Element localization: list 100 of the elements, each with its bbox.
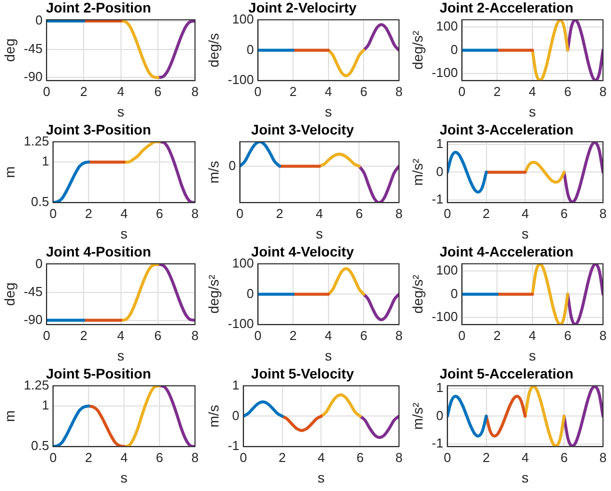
y-axis-title: deg [1,38,18,62]
chart-title: Joint 5-Velocity [251,365,354,382]
y-tick-label: -45 [24,284,43,299]
x-tick-label: 2 [482,450,490,465]
line-series [562,386,603,447]
x-tick-label: 8 [599,206,607,221]
x-tick-label: 2 [84,206,92,221]
y-tick-label: 0 [246,42,254,57]
y-tick-label: -1 [432,191,444,206]
y-tick-label: -90 [24,312,43,327]
x-tick-label: 6 [356,206,363,221]
line-series [122,386,162,447]
x-tick-label: 2 [493,328,501,343]
x-tick-label: 6 [564,328,572,343]
y-axis-title: m [1,410,18,422]
x-tick-label: 8 [191,84,199,99]
x-tick-label: 8 [395,328,403,343]
x-tick-label: 8 [395,206,403,221]
x-tick-label: 4 [522,206,529,221]
y-axis-title: m/s² [409,158,426,186]
line-series [566,264,603,325]
x-tick-label: 4 [522,450,529,465]
line-series [53,160,90,203]
line-series [562,142,603,203]
line-series [447,150,488,194]
x-tick-label: 2 [493,84,501,99]
y-tick-label: 0 [450,42,458,57]
x-tick-label: 4 [120,450,128,465]
x-tick-label: 2 [80,84,88,99]
x-tick-label: 4 [117,328,124,343]
y-tick-label: 1 [436,136,444,152]
line-series [484,394,527,438]
y-tick-label: 0.5 [31,194,50,210]
y-tick-label: -100 [228,72,254,88]
line-series [158,386,195,447]
y-axis-title: deg/s² [409,30,426,70]
chart-title: Joint 4-Position [46,243,151,260]
chart-title: Joint 2-Acceleration [440,0,574,16]
y-axis-title: deg/s [205,33,222,68]
x-tick-label: 2 [289,328,297,343]
y-tick-label: 100 [436,18,458,34]
y-axis-title: deg/s² [409,274,426,314]
line-series [156,20,195,79]
x-tick-label: 2 [80,328,88,343]
line-series [320,393,362,418]
x-tick-label: 4 [528,84,536,99]
chart-title: Joint 5-Acceleration [440,365,574,382]
x-tick-label: 6 [156,450,164,465]
x-axis-title: s [316,225,323,242]
y-axis-title: m [1,166,18,178]
chart-title: Joint 3-Acceleration [440,121,574,138]
x-tick-label: 6 [154,84,162,99]
x-axis-title: s [522,225,529,242]
x-axis-title: s [528,347,536,364]
line-series [119,264,160,322]
chart-title: Joint 4-Acceleration [440,243,574,260]
line-series [158,142,195,203]
x-tick-label: 8 [191,206,199,221]
x-tick-label: 6 [360,328,368,343]
line-series [530,264,570,325]
y-axis-title: deg [1,282,18,306]
y-tick-label: -100 [432,65,458,80]
x-tick-label: 6 [356,450,364,465]
line-series [524,386,566,447]
chart-title: Joint 3-Position [46,121,151,138]
x-tick-label: 2 [276,206,284,221]
line-series [326,267,366,296]
chart-title: Joint 4-Velocity [251,243,354,260]
x-tick-label: 4 [120,206,128,221]
x-tick-label: 2 [84,450,92,465]
line-series [447,394,488,438]
x-tick-label: 8 [599,450,607,465]
x-tick-label: 8 [395,84,403,99]
x-tick-label: 6 [560,206,568,221]
x-tick-label: 6 [564,84,572,99]
x-axis-title: s [522,469,529,486]
x-tick-label: 4 [324,84,332,99]
y-tick-label: 100 [232,255,254,270]
y-tick-label: 0 [436,164,444,179]
x-axis-title: s [324,347,332,364]
x-tick-label: 8 [599,328,607,343]
y-tick-label: 0 [35,12,43,28]
x-axis-title: s [120,225,128,242]
y-axis-title: m/s [205,160,222,184]
x-tick-label: 4 [316,206,324,221]
y-tick-label: 0.5 [31,438,50,454]
x-tick-label: 6 [560,450,568,465]
x-axis-title: s [528,103,536,120]
y-tick-label: -100 [228,316,254,332]
line-series [122,142,162,164]
line-series [280,414,323,432]
y-axis-title: deg/s² [205,274,222,314]
x-axis-title: s [120,469,128,486]
y-axis-title: m/s [205,404,222,428]
y-tick-label: 100 [436,262,458,278]
x-tick-label: 4 [117,84,124,99]
chart-title: Joint 2-Velocirty [248,0,357,16]
line-series [53,404,90,447]
y-tick-label: 1 [436,380,444,396]
line-series [156,264,195,322]
